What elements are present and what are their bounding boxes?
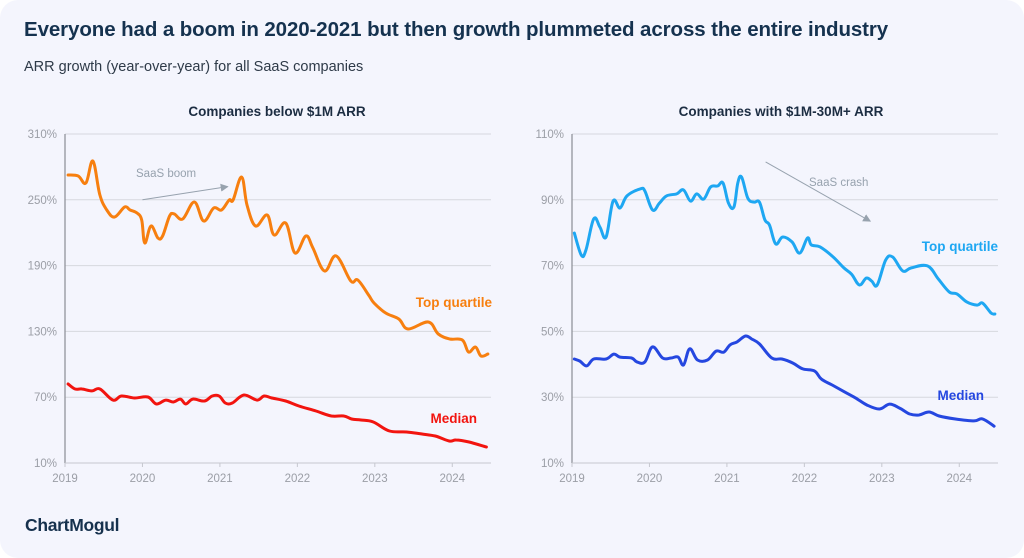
annotation-arrow [765,161,872,222]
x-tick-label: 2024 [439,473,465,485]
y-tick-label: 310% [28,129,57,141]
y-tick-label: 30% [541,392,564,404]
x-tick-label: 2019 [52,473,78,485]
page-subtitle: ARR growth (year-over-year) for all SaaS… [24,59,364,75]
x-tick-label: 2021 [207,473,233,485]
y-tick-label: 190% [28,261,57,273]
y-tick-label: 70% [541,261,564,273]
series-line-top-quartile [572,174,997,316]
series-line-top-quartile [66,159,490,358]
y-tick-label: 110% [535,129,564,141]
chart-right-companies-1m-30m: Companies with $1M-30M+ ARR 110% 90% 70% 50%… [535,104,998,485]
x-tick-label: 2022 [285,473,311,485]
x-tick-label: 2021 [714,473,740,485]
x-tick-label: 2024 [946,473,972,485]
x-tick-label: 2019 [559,473,585,485]
series-label-top-quartile: Top quartile [416,295,493,310]
series-line-median [572,334,996,428]
series-label-median: Median [430,411,477,426]
chart-title: Companies with $1M-30M+ ARR [679,104,884,119]
series-label-top-quartile: Top quartile [922,239,999,254]
y-tick-label: 10% [34,458,57,470]
chart-left-companies-below-1m: Companies below $1M ARR 310% 250% 190% 130% 7… [28,104,493,485]
y-tick-label: 10% [541,458,564,470]
x-tick-label: 2023 [869,473,895,485]
annotation-label: SaaS boom [136,168,196,180]
x-tick-label: 2020 [637,473,663,485]
y-tick-label: 90% [541,195,564,207]
y-tick-label: 70% [34,392,57,404]
chartmogul-logo: ChartMogul [25,515,120,535]
y-tick-label: 50% [541,326,564,338]
annotation-arrow [142,183,229,201]
chart-title: Companies below $1M ARR [188,104,366,119]
series-line-median [66,382,488,449]
x-tick-label: 2022 [792,473,818,485]
y-tick-label: 130% [28,326,57,338]
x-tick-label: 2023 [362,473,388,485]
x-tick-label: 2020 [130,473,156,485]
annotation-label: SaaS crash [809,177,868,189]
page-title: Everyone had a boom in 2020-2021 but the… [24,18,889,41]
series-label-median: Median [937,388,984,403]
y-tick-label: 250% [28,195,57,207]
